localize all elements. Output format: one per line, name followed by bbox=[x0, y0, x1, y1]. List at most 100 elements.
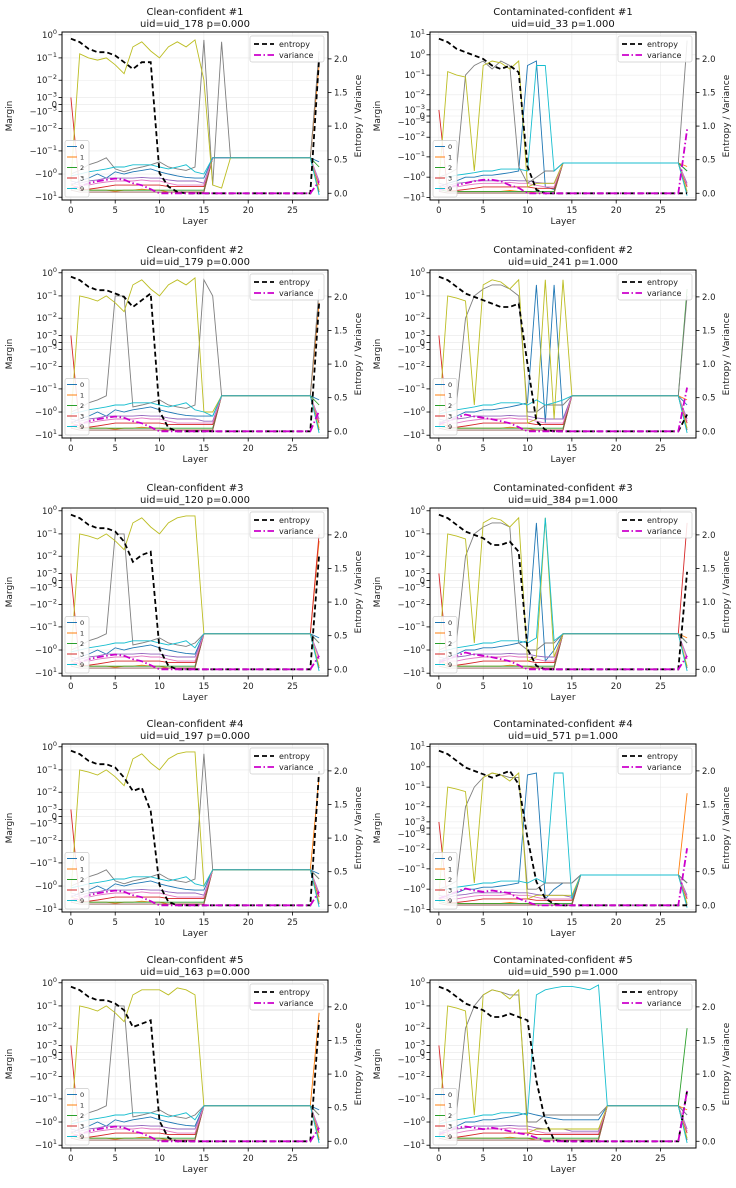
y-tick-label: −10−1 bbox=[29, 144, 57, 157]
y-axis-label: Margin bbox=[373, 1049, 383, 1080]
legend-label-entropy: entropy bbox=[647, 752, 678, 761]
legend-label-class-2: 2 bbox=[80, 1112, 84, 1120]
series-line-class-9 bbox=[438, 395, 688, 434]
x-tick-label: 0 bbox=[436, 1154, 441, 1164]
y2-tick-label: 0.0 bbox=[334, 1137, 348, 1147]
series-line-class-5 bbox=[438, 162, 688, 194]
panel-title: Contaminated-confident #2 bbox=[493, 245, 632, 256]
x-tick-label: 15 bbox=[198, 206, 209, 216]
y-tick-label: 10−3 bbox=[37, 802, 57, 815]
x-tick-label: 0 bbox=[436, 682, 441, 692]
series-line-variance bbox=[70, 889, 320, 907]
y-tick-label: 10−2 bbox=[37, 73, 57, 86]
legend-box bbox=[64, 140, 90, 198]
panel-title: Clean-confident #3 bbox=[147, 483, 244, 494]
panel-title: Contaminated-confident #5 bbox=[493, 955, 632, 966]
y2-tick-label: 1.5 bbox=[334, 564, 348, 574]
panel-subtitle: uid=uid_163 p=0.000 bbox=[140, 967, 250, 978]
y2-tick-label: 0.0 bbox=[702, 189, 716, 199]
x-axis-label: Layer bbox=[550, 1165, 575, 1175]
y2-tick-label: 1.5 bbox=[334, 326, 348, 336]
y-tick-label: 10−2 bbox=[405, 88, 425, 101]
legend-classes: 0 1 2 3 9 bbox=[64, 378, 90, 436]
legend-box bbox=[432, 140, 458, 198]
legend-label-class-9: 9 bbox=[448, 423, 452, 431]
y2-tick-label: 2.0 bbox=[334, 293, 348, 303]
legend-label-class-2: 2 bbox=[448, 1112, 452, 1120]
series-line-variance bbox=[438, 1090, 688, 1143]
x-tick-label: 5 bbox=[112, 682, 117, 692]
legend-label-entropy: entropy bbox=[647, 516, 678, 525]
panel-2: 10110010−110−210−30−10−3−10−2−10−1−100−1… bbox=[373, 7, 732, 227]
x-tick-label: 20 bbox=[611, 682, 622, 692]
series-line-variance bbox=[70, 410, 320, 433]
y-tick-label: 10−1 bbox=[37, 51, 57, 64]
legend-label-class-1: 1 bbox=[80, 392, 84, 400]
y2-tick-label: 0.5 bbox=[334, 156, 348, 166]
panel-title: Clean-confident #5 bbox=[147, 955, 244, 966]
legend-box bbox=[432, 616, 458, 674]
series-line-class-6 bbox=[438, 633, 688, 662]
x-tick-label: 10 bbox=[522, 918, 533, 928]
y2-tick-label: 0.5 bbox=[702, 868, 716, 878]
legend-label-entropy: entropy bbox=[279, 988, 310, 997]
y-tick-label: 10−2 bbox=[405, 549, 425, 562]
legend-label-class-1: 1 bbox=[448, 1102, 452, 1110]
legend-label-class-3: 3 bbox=[448, 413, 452, 421]
y-tick-label: −100 bbox=[403, 1115, 425, 1128]
y2-axis-label: Entropy / Variance bbox=[354, 1022, 364, 1105]
y-tick-label: −100 bbox=[35, 879, 57, 892]
series-line-variance bbox=[70, 653, 320, 671]
legend-label-class-2: 2 bbox=[448, 402, 452, 410]
series-line-class-8 bbox=[438, 278, 688, 429]
y2-tick-label: 0.5 bbox=[702, 156, 716, 166]
y2-axis-label: Entropy / Variance bbox=[354, 74, 364, 157]
y-tick-label: 10−3 bbox=[405, 566, 425, 579]
x-tick-label: 20 bbox=[243, 918, 254, 928]
plot-frame bbox=[61, 507, 329, 677]
y-axis-label: Margin bbox=[5, 1049, 15, 1080]
series-line-class-8 bbox=[438, 516, 688, 667]
y-tick-label: −10−2 bbox=[397, 360, 425, 373]
y-tick-label: 0 bbox=[52, 1048, 57, 1058]
y-tick-label: −100 bbox=[403, 643, 425, 656]
legend-secondary: entropy variance bbox=[617, 511, 693, 539]
series-line-class-8 bbox=[70, 515, 320, 667]
y2-tick-label: 0.0 bbox=[334, 189, 348, 199]
x-axis-label: Layer bbox=[182, 693, 207, 703]
y-tick-label: 10−2 bbox=[405, 800, 425, 813]
series-line-class-4 bbox=[438, 874, 688, 898]
panel-title: Contaminated-confident #3 bbox=[493, 483, 632, 494]
series-line-class-8 bbox=[70, 987, 320, 1139]
legend-classes: 0 1 2 3 9 bbox=[432, 378, 458, 436]
y-tick-label: −10−2 bbox=[29, 1070, 57, 1083]
panel-title: Clean-confident #1 bbox=[147, 7, 244, 18]
panel-1: 10010−110−210−30−10−3−10−2−10−1−100−1010… bbox=[5, 7, 364, 227]
legend-label-class-3: 3 bbox=[448, 175, 452, 183]
x-tick-label: 25 bbox=[655, 918, 666, 928]
legend-secondary: entropy variance bbox=[249, 983, 325, 1011]
x-axis-label: Layer bbox=[550, 929, 575, 939]
legend-label-class-3: 3 bbox=[448, 1123, 452, 1131]
series-line-class-7 bbox=[438, 772, 688, 890]
legend-label-variance: variance bbox=[279, 289, 314, 298]
legend-label-entropy: entropy bbox=[279, 752, 310, 761]
y-tick-label: −100 bbox=[35, 167, 57, 180]
y2-tick-label: 1.0 bbox=[334, 598, 348, 608]
series-line-class-1 bbox=[438, 633, 688, 669]
series-line-class-9 bbox=[438, 984, 688, 1144]
y-tick-label: 10−2 bbox=[37, 785, 57, 798]
y-tick-label: 0 bbox=[420, 824, 425, 834]
x-tick-label: 25 bbox=[287, 918, 298, 928]
series-line-class-7 bbox=[438, 284, 688, 413]
legend-label-class-9: 9 bbox=[80, 423, 84, 431]
legend-classes: 0 1 2 3 9 bbox=[64, 140, 90, 198]
y2-axis-label: Entropy / Variance bbox=[722, 550, 732, 633]
series-line-class-9 bbox=[70, 157, 320, 196]
y2-tick-label: 0.5 bbox=[334, 394, 348, 404]
y-tick-label: 10−1 bbox=[405, 68, 425, 81]
y-tick-label: 0 bbox=[420, 1048, 425, 1058]
legend-label-class-2: 2 bbox=[448, 640, 452, 648]
plot-area bbox=[438, 275, 688, 434]
y-tick-label: 100 bbox=[410, 48, 425, 61]
